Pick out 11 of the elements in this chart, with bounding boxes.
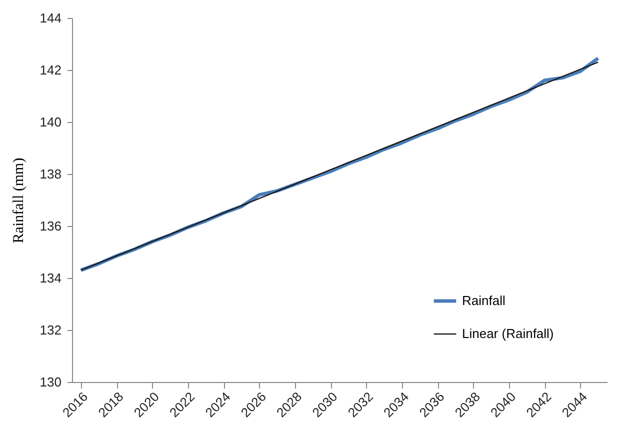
- y-tick-label: 142: [40, 62, 62, 78]
- y-tick-label: 138: [40, 166, 62, 182]
- y-tick-label: 132: [40, 322, 62, 338]
- y-tick-label: 136: [40, 218, 62, 234]
- legend-label: Rainfall: [462, 293, 506, 308]
- legend-label: Linear (Rainfall): [462, 326, 554, 341]
- y-tick-label: 134: [40, 270, 62, 286]
- y-axis-title: Rainfall (mm): [10, 158, 27, 244]
- y-tick-label: 130: [40, 374, 62, 390]
- y-tick-label: 144: [40, 10, 62, 26]
- y-tick-label: 140: [40, 114, 62, 130]
